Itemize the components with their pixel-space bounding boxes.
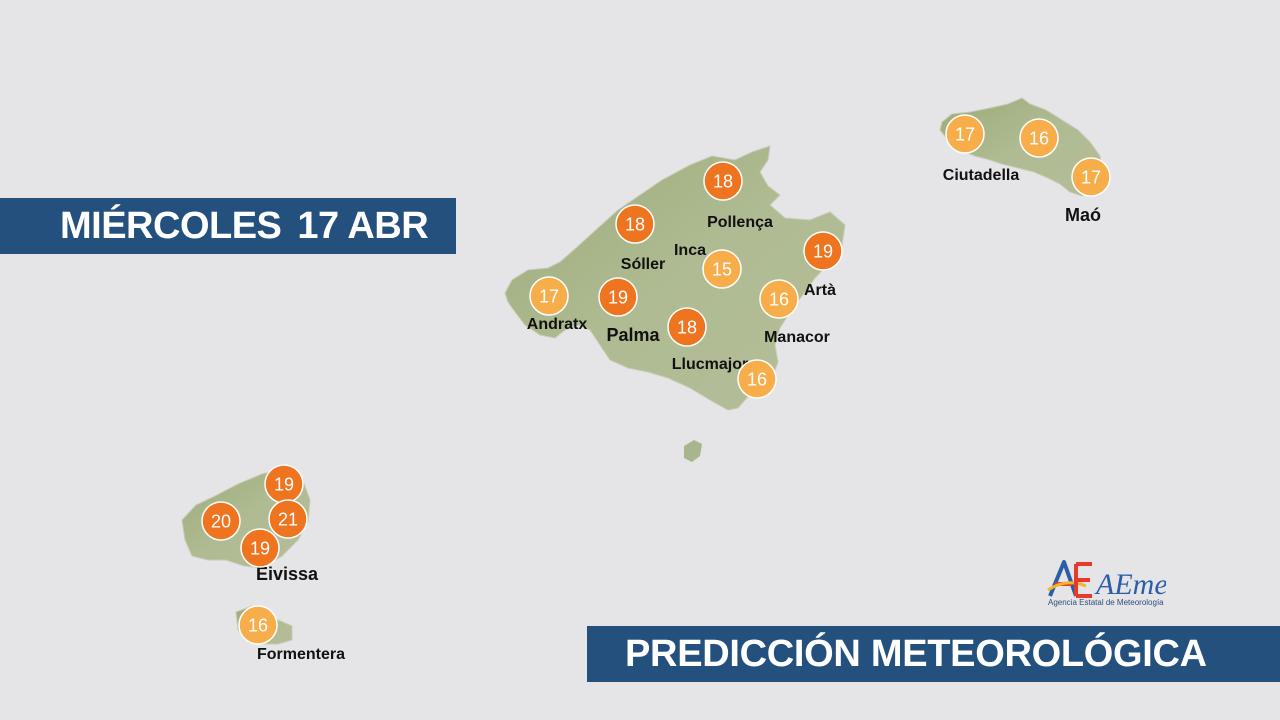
temperature-value: 17	[1081, 168, 1101, 188]
place-label: Palma	[606, 325, 660, 345]
place-label: Sóller	[621, 256, 665, 273]
temperature-circle	[1071, 157, 1111, 197]
temperature-circle	[238, 605, 278, 645]
temperature-marker: 18	[615, 204, 655, 244]
temperature-marker: 20	[201, 501, 241, 541]
aemet-wordmark: AEmet	[1094, 568, 1166, 601]
place-label: Eivissa	[256, 564, 319, 584]
temperature-circle	[945, 114, 985, 154]
temperature-value: 18	[625, 215, 645, 235]
temperature-circle	[201, 501, 241, 541]
temperature-marker: 16	[238, 605, 278, 645]
date-label: 17 ABR	[297, 204, 429, 247]
temperature-circle	[268, 499, 308, 539]
place-label: Ciutadella	[943, 167, 1020, 184]
temperature-circle	[615, 204, 655, 244]
temperature-circle	[1019, 118, 1059, 158]
temperature-value: 17	[539, 287, 559, 307]
place-label: Manacor	[764, 329, 830, 346]
place-label: Pollença	[707, 214, 773, 231]
temperature-circle	[240, 528, 280, 568]
title-label: PREDICCIÓN METEOROLÓGICA	[625, 632, 1207, 675]
temperature-value: 19	[250, 539, 270, 559]
temperature-value: 19	[608, 288, 628, 308]
temperature-value: 16	[747, 370, 767, 390]
cabrera-island	[684, 440, 702, 462]
place-label: Andratx	[527, 316, 588, 333]
temperature-marker: 19	[264, 464, 304, 504]
place-label: Maó	[1065, 205, 1101, 225]
temperature-marker: 16	[1019, 118, 1059, 158]
place-label: Llucmajor	[672, 356, 748, 373]
temperature-value: 15	[712, 260, 732, 280]
temperature-marker: 19	[240, 528, 280, 568]
temperature-circle	[598, 277, 638, 317]
temperature-marker: 18	[703, 161, 743, 201]
temperature-value: 19	[813, 242, 833, 262]
temperature-marker: 15	[702, 249, 742, 289]
temperature-value: 20	[211, 512, 231, 532]
place-label: Inca	[674, 242, 706, 259]
temperature-value: 17	[955, 125, 975, 145]
temperature-marker: 21	[268, 499, 308, 539]
temperature-value: 18	[713, 172, 733, 192]
temperature-circle	[529, 276, 569, 316]
temperature-marker: 16	[737, 359, 777, 399]
temperature-marker: 17	[945, 114, 985, 154]
temperature-marker: 19	[598, 277, 638, 317]
temperature-marker: 17	[529, 276, 569, 316]
weekday-label: MIÉRCOLES	[60, 204, 282, 247]
temperature-value: 16	[769, 290, 789, 310]
temperature-marker: 16	[759, 279, 799, 319]
place-label: Artà	[804, 282, 836, 299]
temperature-circle	[737, 359, 777, 399]
temperature-value: 18	[677, 318, 697, 338]
temperature-value: 21	[278, 510, 298, 530]
temperature-marker: 18	[667, 307, 707, 347]
temperature-value: 16	[248, 616, 268, 636]
temperature-circle	[702, 249, 742, 289]
temperature-value: 16	[1029, 129, 1049, 149]
temperature-circle	[667, 307, 707, 347]
temperature-circle	[703, 161, 743, 201]
title-banner: PREDICCIÓN METEOROLÓGICA	[587, 626, 1280, 682]
temperature-value: 19	[274, 475, 294, 495]
aemet-subtitle: Agencia Estatal de Meteorología	[1048, 598, 1164, 607]
temperature-marker: 19	[803, 231, 843, 271]
date-banner: MIÉRCOLES 17 ABR	[0, 198, 456, 254]
temperature-circle	[803, 231, 843, 271]
temperature-marker: 17	[1071, 157, 1111, 197]
place-label: Formentera	[257, 646, 345, 663]
temperature-circle	[759, 279, 799, 319]
aemet-logo: AEmet	[1047, 560, 1166, 601]
